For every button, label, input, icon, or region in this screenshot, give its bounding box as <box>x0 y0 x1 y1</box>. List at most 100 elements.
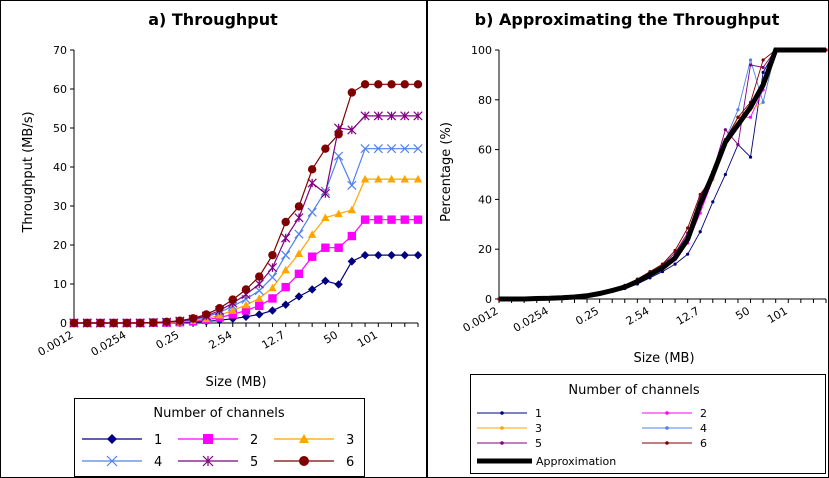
chart-a: a) Throughput Throughput (MB/s) Size (MB… <box>21 10 423 477</box>
b-series-5-point <box>761 58 765 62</box>
b-series-5-point <box>698 192 702 197</box>
a-series-2-point <box>241 300 251 309</box>
a-series-5-point <box>374 80 383 89</box>
a-series-4-point <box>373 111 383 121</box>
a-series-0-point <box>374 250 383 260</box>
a-series-2-point <box>321 213 330 222</box>
b-series-4-line <box>499 49 826 300</box>
a-series-5-point <box>307 165 317 174</box>
a-series-1-point <box>413 215 423 224</box>
b-series-5-point <box>686 226 690 230</box>
chart-b-legend-item-3: 4 <box>642 422 707 435</box>
a-series-2-point <box>294 249 304 257</box>
a-series-1-point <box>334 243 343 252</box>
a-series-2-point <box>413 174 423 183</box>
a-series-3-point <box>294 229 304 239</box>
a-ytick-label: 70 <box>53 44 67 57</box>
chart-b-legend-item-2: 3 <box>477 422 542 435</box>
a-series-2-point <box>268 283 277 292</box>
chart-a-legend-title: Number of channels <box>153 406 284 421</box>
chart-a-legend-item-0: 1 <box>82 433 162 448</box>
b-series-5-point <box>736 115 740 119</box>
legend-marker <box>106 455 118 467</box>
legend-marker <box>299 456 309 466</box>
legend-marker <box>107 434 117 444</box>
a-series-1-point <box>268 294 277 303</box>
b-ytick-label: 40 <box>478 193 492 206</box>
a-series-4-point <box>413 111 423 121</box>
a-ytick-label: 0 <box>60 317 67 330</box>
b-series-3-point <box>736 108 740 112</box>
a-series-1-point <box>241 306 251 315</box>
chart-a-legend-item-1: 2 <box>178 433 258 448</box>
a-series-5-point <box>109 318 118 328</box>
a-series-5-markers <box>69 80 423 328</box>
a-series-1-point <box>281 282 290 292</box>
chart-a-title: a) Throughput <box>148 10 278 29</box>
a-series-4-point <box>320 188 331 199</box>
a-series-5-point <box>83 318 92 328</box>
chart-b-legend-item-4: 5 <box>477 437 542 450</box>
a-series-0-point <box>387 250 396 260</box>
b-ytick-label: 20 <box>478 243 492 256</box>
a-series-5-point <box>268 250 277 260</box>
b-ytick-label: 60 <box>478 144 492 157</box>
b-xtick-label: 0.25 <box>573 304 601 328</box>
a-series-5-point <box>135 318 145 328</box>
legend-marker <box>500 441 504 445</box>
chart-b-legend-title: Number of channels <box>568 383 699 398</box>
chart-a-ylabel: Throughput (MB/s) <box>21 111 36 233</box>
chart-b-legend-item-5: 6 <box>642 437 707 450</box>
a-series-0-point <box>255 310 264 319</box>
a-ytick-label: 40 <box>53 161 67 174</box>
a-series-5-point <box>400 80 409 89</box>
a-series-2-point <box>400 174 409 183</box>
a-series-5-point <box>175 316 185 325</box>
a-series-1-markers <box>69 215 423 328</box>
a-series-4-point <box>400 111 410 121</box>
a-series-5-point <box>202 310 211 319</box>
a-series-3-point <box>347 180 357 190</box>
b-series-2-line <box>499 49 826 300</box>
chart-a-axes: 0 10 20 30 40 50 60 70 0.0012 0.0254 0.25 2.54 12.7 5… <box>36 44 419 359</box>
a-series-3-point <box>281 250 291 260</box>
a-series-2-markers <box>69 174 423 327</box>
a-series-0-point <box>281 300 290 309</box>
a-series-5-point <box>228 295 237 304</box>
a-series-5-point <box>96 318 105 328</box>
a-series-3-markers <box>69 144 423 328</box>
legend-label: 3 <box>346 433 354 448</box>
a-series-0-point <box>268 306 277 315</box>
b-series-3-point <box>748 58 753 62</box>
a-series-1-point <box>347 231 357 241</box>
a-series-5-point <box>281 217 290 227</box>
a-xtick-label: 0.25 <box>154 328 182 352</box>
b-series-5-point <box>673 248 677 253</box>
legend-marker <box>500 426 504 430</box>
chart-b-ylabel: Percentage (%) <box>439 122 454 222</box>
legend-label: 1 <box>154 433 162 448</box>
chart-a-xlabel: Size (MB) <box>205 375 266 390</box>
a-series-0-point <box>307 285 317 294</box>
a-series-1-point <box>374 215 383 224</box>
a-series-0-point <box>241 312 251 321</box>
a-series-3-point <box>267 272 278 282</box>
a-series-0-point <box>294 292 304 301</box>
chart-b-legend: Number of channels 1 2 3 4 5 6 Approximation <box>470 374 826 474</box>
chart-a-legend-box <box>74 398 365 477</box>
legend-marker <box>665 441 669 445</box>
a-series-4-point <box>294 213 304 223</box>
b-series-6-line <box>499 47 826 302</box>
a-series-4-point <box>360 111 370 121</box>
a-series-2-point <box>374 174 383 183</box>
legend-label: 6 <box>346 455 354 470</box>
a-series-0-point <box>334 280 343 289</box>
b-series-1-line <box>499 49 826 300</box>
a-series-2-point <box>215 311 224 319</box>
b-series-0-point <box>673 262 677 266</box>
a-series-1-point <box>228 310 237 319</box>
chart-b-axes: 0 20 40 60 80 100 0.0012 0.0254 0.25 2.54 12.7 50 10… <box>461 44 827 335</box>
legend-marker <box>500 411 504 415</box>
legend-marker <box>203 434 213 444</box>
a-series-4-point <box>307 178 317 188</box>
